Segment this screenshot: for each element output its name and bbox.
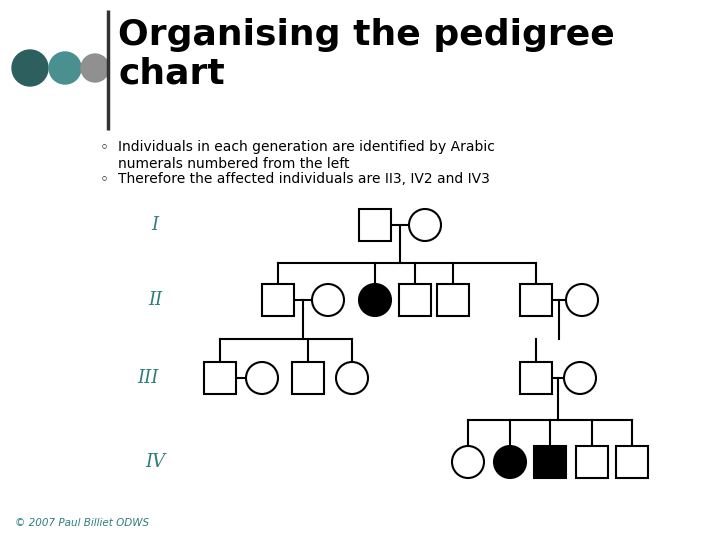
Text: Organising the pedigree
chart: Organising the pedigree chart — [118, 18, 615, 90]
Text: III: III — [138, 369, 158, 387]
Circle shape — [81, 54, 109, 82]
Bar — [616, 446, 648, 478]
Bar — [576, 446, 608, 478]
Bar — [262, 284, 294, 316]
Bar — [520, 362, 552, 394]
Circle shape — [452, 446, 484, 478]
Text: IV: IV — [145, 453, 165, 471]
Bar — [399, 284, 431, 316]
Text: ◦: ◦ — [100, 140, 109, 155]
Bar — [534, 446, 566, 478]
Circle shape — [566, 284, 598, 316]
Text: Individuals in each generation are identified by Arabic
numerals numbered from t: Individuals in each generation are ident… — [118, 140, 495, 171]
Text: I: I — [151, 216, 158, 234]
Bar — [204, 362, 236, 394]
Circle shape — [494, 446, 526, 478]
Circle shape — [564, 362, 596, 394]
Bar — [520, 284, 552, 316]
Text: II: II — [148, 291, 162, 309]
Text: ◦: ◦ — [100, 172, 109, 187]
Circle shape — [336, 362, 368, 394]
Text: Therefore the affected individuals are II3, IV2 and IV3: Therefore the affected individuals are I… — [118, 172, 490, 186]
Circle shape — [312, 284, 344, 316]
Circle shape — [409, 209, 441, 241]
Circle shape — [12, 50, 48, 86]
Bar — [437, 284, 469, 316]
Circle shape — [359, 284, 391, 316]
Circle shape — [49, 52, 81, 84]
Bar — [292, 362, 324, 394]
Text: © 2007 Paul Billiet ODWS: © 2007 Paul Billiet ODWS — [15, 518, 149, 528]
Bar — [359, 209, 391, 241]
Circle shape — [246, 362, 278, 394]
